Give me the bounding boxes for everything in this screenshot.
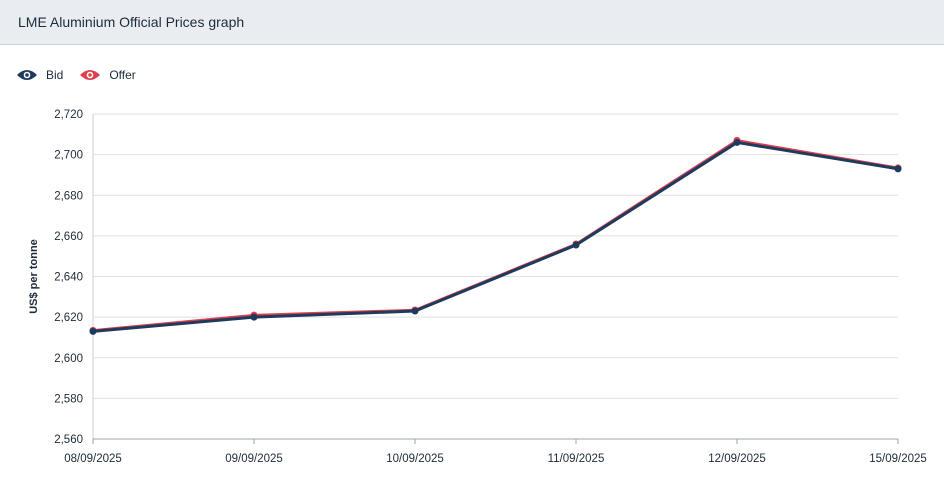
eye-icon — [17, 70, 37, 80]
chart-header: LME Aluminium Official Prices graph — [0, 0, 944, 45]
series-line-bid — [92, 140, 899, 333]
x-axis: 08/09/2025 09/09/2025 10/09/2025 11/09/2025… — [64, 439, 927, 465]
data-point-bid — [250, 313, 258, 321]
legend-label-bid: Bid — [46, 68, 64, 82]
y-tick-label: 2,580 — [54, 393, 83, 405]
legend-item-offer[interactable]: Offer — [79, 68, 136, 82]
x-tick-label: 10/09/2025 — [386, 453, 444, 465]
eye-icon — [80, 70, 101, 80]
data-point-bid — [572, 241, 580, 249]
y-tick-label: 2,560 — [54, 434, 83, 446]
data-point-bid — [89, 327, 97, 335]
y-tick-label: 2,680 — [54, 190, 83, 202]
series-line-offer — [92, 139, 899, 332]
y-axis: 2,720 2,700 2,680 2,660 2,640 2,620 2,600 2,580… — [54, 109, 83, 446]
y-axis-title: US$ per tonne — [28, 239, 40, 314]
data-point-bid — [733, 138, 741, 146]
x-tick-label: 12/09/2025 — [708, 453, 766, 465]
y-tick-label: 2,720 — [54, 109, 83, 121]
y-tick-label: 2,600 — [54, 353, 83, 365]
x-tick-label: 11/09/2025 — [548, 453, 605, 465]
y-tick-label: 2,620 — [54, 312, 83, 324]
y-tick-label: 2,640 — [54, 272, 83, 284]
data-point-bid — [411, 307, 419, 315]
legend-label-offer: Offer — [109, 68, 136, 82]
y-tick-label: 2,660 — [54, 231, 83, 243]
x-tick-label: 08/09/2025 — [64, 453, 122, 465]
y-tick-label: 2,700 — [54, 150, 83, 162]
legend-item-bid[interactable]: Bid — [16, 68, 63, 82]
chart-legend: Bid Offer — [16, 68, 152, 82]
x-tick-label: 09/09/2025 — [225, 453, 283, 465]
series-group — [89, 136, 902, 335]
data-point-bid — [894, 165, 902, 173]
x-tick-label: 15/09/2025 — [869, 453, 927, 465]
chart-title: LME Aluminium Official Prices graph — [18, 14, 245, 30]
